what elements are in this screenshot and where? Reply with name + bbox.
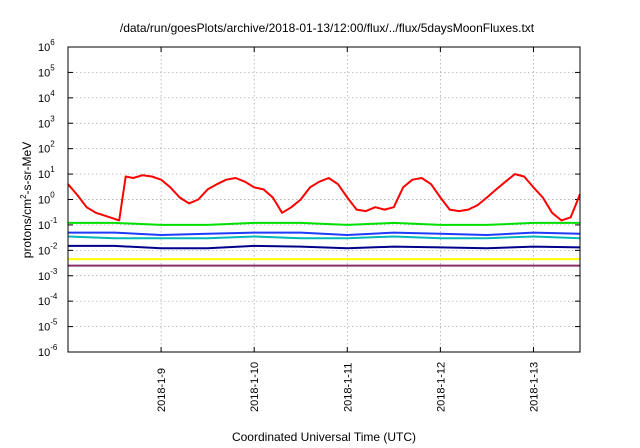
x-tick-labels: 2018-1-9 2018-1-10 2018-1-11 2018-1-12 2018-… xyxy=(156,362,540,412)
y-tick-label: 102 xyxy=(38,140,55,156)
y-label-pre: protons/cm xyxy=(20,199,34,258)
grid xyxy=(68,46,580,353)
y-label-sup: 2 xyxy=(19,194,28,199)
chart-title: /data/run/goesPlots/archive/2018-01-13/1… xyxy=(120,21,535,35)
y-tick-exponent: 2 xyxy=(50,140,55,149)
y-tick-exponent: 3 xyxy=(50,114,55,123)
y-tick-exponent: -2 xyxy=(50,241,58,250)
y-tick-label: 103 xyxy=(38,114,55,130)
y-axis-label: protons/cm2-s-sr-MeV xyxy=(19,142,34,258)
y-tick-exponent: 5 xyxy=(50,63,55,72)
y-tick-exponent: 0 xyxy=(50,191,55,200)
x-tick-label: 2018-1-13 xyxy=(528,362,540,412)
y-tick-label: 106 xyxy=(38,38,55,54)
y-tick-exponent: -4 xyxy=(50,292,58,301)
y-tick-exponent: 1 xyxy=(50,165,55,174)
y-tick-label: 101 xyxy=(38,165,55,181)
y-label-post: -s-sr-MeV xyxy=(20,142,34,195)
x-tick-label: 2018-1-12 xyxy=(435,362,447,412)
y-tick-label: 10-6 xyxy=(38,343,58,359)
y-tick-label: 10-4 xyxy=(38,292,58,308)
y-tick-labels: 10-610-510-410-310-210-11001011021031041… xyxy=(38,38,58,359)
y-tick-exponent: -6 xyxy=(50,343,58,352)
plot-frame xyxy=(67,46,581,353)
series-layer xyxy=(67,173,581,267)
y-tick-exponent: -1 xyxy=(50,216,58,225)
y-tick-label: 104 xyxy=(38,89,55,105)
x-axis-label: Coordinated Universal Time (UTC) xyxy=(232,430,416,444)
x-tick-label: 2018-1-9 xyxy=(156,368,168,412)
y-tick-label: 10-3 xyxy=(38,267,58,283)
y-tick-exponent: -5 xyxy=(50,318,58,327)
series-line-4 xyxy=(68,231,581,236)
y-tick-label: 105 xyxy=(38,63,55,79)
series-line-3 xyxy=(67,235,581,240)
y-tick-label: 100 xyxy=(38,191,55,207)
y-tick-exponent: -3 xyxy=(50,267,58,276)
y-tick-label: 10-2 xyxy=(38,241,58,257)
y-tick-exponent: 4 xyxy=(50,89,55,98)
series-line-2 xyxy=(68,221,580,226)
x-tick-label: 2018-1-10 xyxy=(249,362,261,412)
series-line-5 xyxy=(68,244,581,250)
y-tick-exponent: 6 xyxy=(50,38,55,47)
y-tick-label: 10-1 xyxy=(38,216,58,232)
y-tick-label: 10-5 xyxy=(38,318,58,334)
x-tick-label: 2018-1-11 xyxy=(342,363,354,412)
series-line-1 xyxy=(67,173,581,222)
